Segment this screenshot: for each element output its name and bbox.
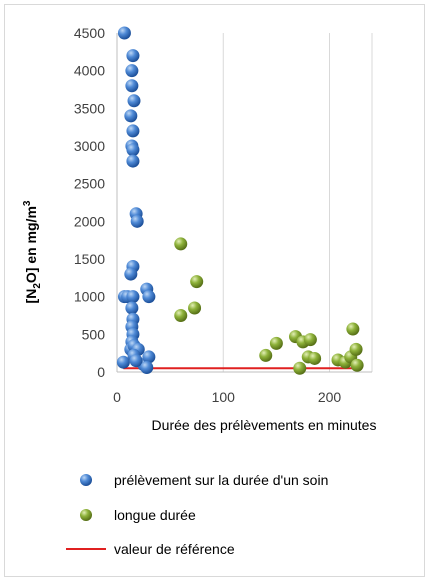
blue-point-13 xyxy=(124,267,138,281)
blue-point-8 xyxy=(126,143,140,157)
blue-point-19 xyxy=(125,301,139,315)
x-tick-label-2: 200 xyxy=(318,389,342,405)
y-axis-title-middle: O] en mg/m xyxy=(23,206,39,283)
blue-point-11 xyxy=(130,214,144,228)
x-tick-label-0: 0 xyxy=(113,389,121,405)
blue-point-2 xyxy=(125,64,139,78)
blue-point-28 xyxy=(142,350,156,364)
y-axis-title-superscript: 3 xyxy=(22,200,33,206)
blue-point-1 xyxy=(126,49,140,63)
y-tick-label-6: 3000 xyxy=(74,138,105,154)
green-point-8 xyxy=(259,348,273,362)
x-tick-label-1: 100 xyxy=(212,389,236,405)
green-point-9 xyxy=(293,361,307,375)
x-tick-labels: 0 100 200 xyxy=(113,389,341,405)
legend-label-red: valeur de référence xyxy=(114,541,235,557)
legend-marker-blue xyxy=(80,474,92,486)
blue-point-18 xyxy=(142,290,156,304)
y-tick-label-9: 4500 xyxy=(74,25,105,41)
y-tick-label-5: 2500 xyxy=(74,176,105,192)
green-point-17 xyxy=(350,358,364,372)
legend-label-green: longue durée xyxy=(114,507,196,523)
green-point-15 xyxy=(346,322,360,336)
chart-frame xyxy=(4,4,425,577)
green-point-1 xyxy=(190,275,204,289)
axes xyxy=(116,33,372,373)
blue-point-6 xyxy=(126,124,140,138)
y-tick-label-1: 500 xyxy=(82,326,106,342)
green-point-6 xyxy=(303,333,317,347)
green-point-3 xyxy=(174,309,188,322)
y-tick-label-4: 2000 xyxy=(74,213,105,229)
legend-label-blue: prélèvement sur la durée d'un soin xyxy=(114,472,328,488)
blue-point-29 xyxy=(116,355,130,369)
y-tick-label-8: 4000 xyxy=(74,63,105,79)
blue-point-3 xyxy=(125,79,139,93)
y-tick-label-0: 0 xyxy=(97,364,105,380)
legend-marker-green xyxy=(80,509,92,521)
y-axis-title: [N2O] en mg/m3 xyxy=(22,200,43,303)
blue-point-0 xyxy=(117,26,131,40)
legend: prélèvement sur la durée d'un soin longu… xyxy=(66,472,328,557)
green-point-7 xyxy=(269,336,283,350)
green-point-2 xyxy=(188,301,202,315)
y-tick-label-3: 1500 xyxy=(74,251,105,267)
y-tick-label-2: 1000 xyxy=(74,289,105,305)
blue-point-32 xyxy=(140,360,154,374)
x-axis-title: Durée des prélèvements en minutes xyxy=(152,417,377,433)
data-points xyxy=(116,26,364,375)
green-point-0 xyxy=(174,237,188,251)
blue-point-4 xyxy=(127,94,141,108)
y-tick-label-7: 3500 xyxy=(74,100,105,116)
grid-lines xyxy=(222,33,373,372)
blue-point-5 xyxy=(124,109,138,123)
blue-point-9 xyxy=(126,154,140,168)
green-point-16 xyxy=(349,342,363,356)
blue-point-31 xyxy=(129,354,143,368)
green-point-11 xyxy=(308,351,322,365)
blue-point-16 xyxy=(126,290,140,304)
y-tick-labels: 0 500 1000 1500 2000 2500 3000 3500 4000 4500 xyxy=(74,25,105,380)
y-axis-title-subscript: 2 xyxy=(32,283,43,289)
